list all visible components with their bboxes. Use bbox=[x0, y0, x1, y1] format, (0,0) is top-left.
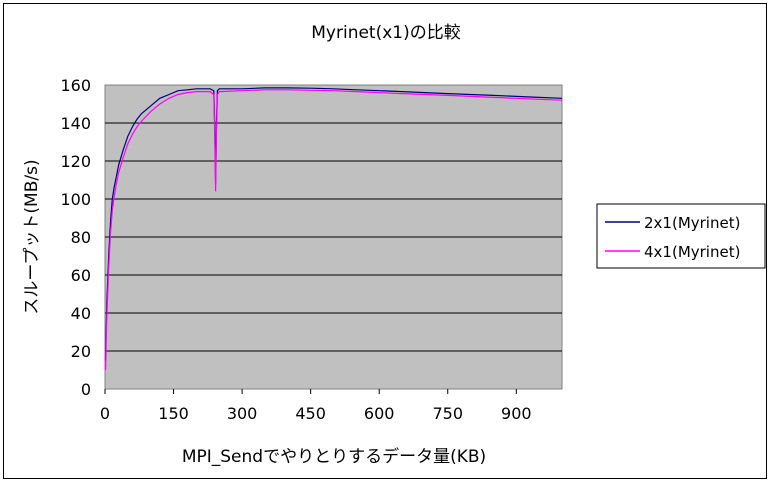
x-tick-label: 900 bbox=[501, 404, 532, 423]
y-tick-label: 120 bbox=[60, 152, 91, 171]
legend-box bbox=[596, 203, 766, 269]
x-tick-labels: 0 150 300 450 600 750 900 bbox=[100, 389, 532, 423]
y-axis-label: スループット(MB/s) bbox=[22, 159, 42, 314]
chart-title: Myrinet(x1)の比較 bbox=[311, 23, 460, 43]
y-tick-label: 140 bbox=[60, 114, 91, 133]
y-tick-label: 0 bbox=[81, 380, 91, 399]
gridlines bbox=[105, 122, 562, 352]
series-lines bbox=[104, 87, 563, 371]
y-tick-label: 60 bbox=[71, 266, 91, 285]
series-line-2x1(Myrinet) bbox=[104, 87, 563, 361]
y-tick-label: 160 bbox=[60, 76, 91, 95]
y-tick-label: 100 bbox=[60, 190, 91, 209]
legend-label-4x1: 4x1(Myrinet) bbox=[644, 243, 740, 261]
legend-label-2x1: 2x1(Myrinet) bbox=[644, 214, 740, 232]
x-tick-label: 450 bbox=[295, 404, 326, 423]
x-tick-label: 0 bbox=[100, 404, 110, 423]
y-tick-labels: 0 20 40 60 80 100 120 140 160 bbox=[60, 76, 91, 399]
x-tick-label: 150 bbox=[158, 404, 189, 423]
x-axis-label: MPI_Sendでやりとりするデータ量(KB) bbox=[182, 446, 486, 467]
x-tick-label: 750 bbox=[432, 404, 463, 423]
y-tick-label: 80 bbox=[71, 228, 91, 247]
y-tick-label: 20 bbox=[71, 342, 91, 361]
legend: 2x1(Myrinet) 4x1(Myrinet) bbox=[596, 203, 766, 269]
y-tick-label: 40 bbox=[71, 304, 91, 323]
series-line-4x1(Myrinet) bbox=[104, 89, 563, 371]
x-tick-label: 300 bbox=[227, 404, 258, 423]
x-tick-label: 600 bbox=[364, 404, 395, 423]
